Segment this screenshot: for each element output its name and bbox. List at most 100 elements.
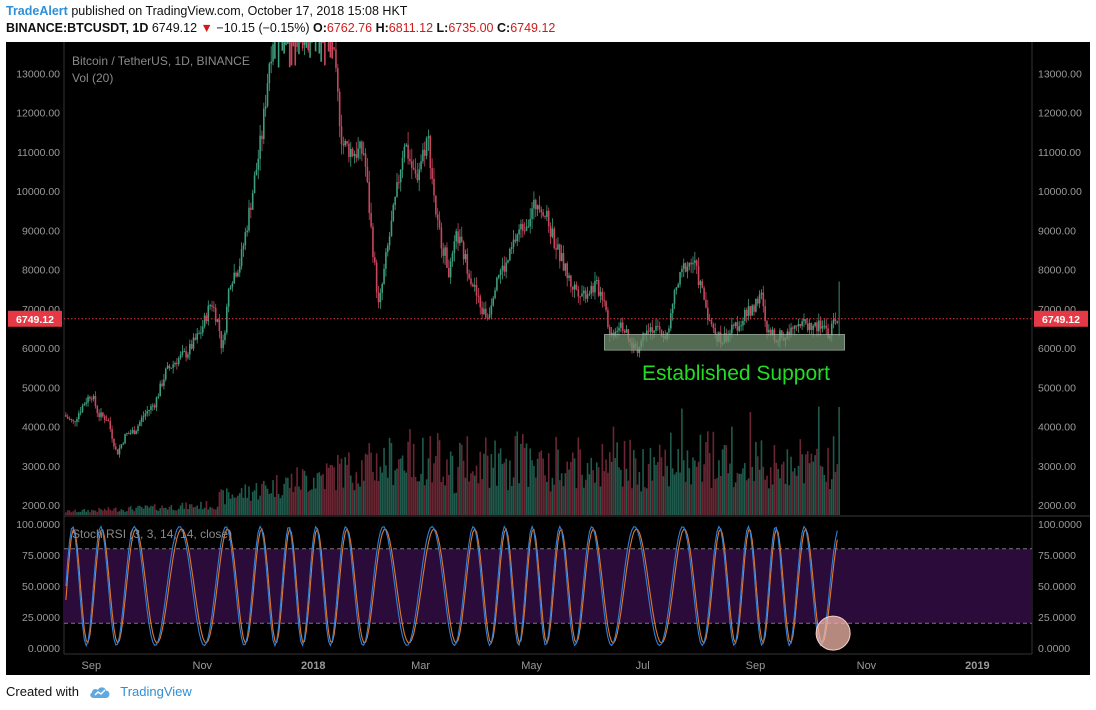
- candle-body: [621, 322, 624, 331]
- candle-body: [705, 299, 707, 308]
- candle-body: [362, 153, 365, 155]
- candle-body: [768, 329, 770, 333]
- candle-body: [466, 254, 469, 274]
- volume-bar: [292, 491, 295, 515]
- candle-body: [183, 351, 186, 353]
- volume-bar: [466, 436, 469, 515]
- volume-bar: [531, 460, 533, 515]
- volume-bar: [605, 459, 607, 515]
- candle-body: [403, 146, 406, 158]
- volume-bar: [83, 508, 86, 515]
- volume-bar: [494, 440, 496, 515]
- candle-body: [383, 268, 385, 284]
- volume-bar: [340, 458, 343, 515]
- candle-body: [823, 325, 826, 327]
- volume-bar: [144, 505, 147, 515]
- volume-bar: [497, 453, 500, 515]
- candle-body: [85, 402, 87, 405]
- volume-bar: [366, 454, 369, 515]
- volume-bar: [115, 507, 117, 515]
- candle-body: [472, 284, 474, 287]
- volume-bar: [553, 484, 556, 515]
- volume-bar: [788, 485, 790, 515]
- candle-body: [250, 207, 252, 210]
- volume-bar: [645, 488, 648, 515]
- rsi-band-fill: [64, 548, 1032, 624]
- candle-body: [374, 257, 376, 263]
- volume-bar: [801, 454, 803, 515]
- candle-body: [559, 244, 561, 262]
- volume-bar: [660, 457, 663, 515]
- volume-bar: [388, 437, 391, 515]
- candle-body: [660, 329, 663, 337]
- chart-frame[interactable]: 2000.00 2000.00 3000.00 3000.00 4000.00 4000.…: [6, 42, 1090, 675]
- candle-body: [309, 42, 311, 58]
- publisher-link[interactable]: TradeAlert: [6, 4, 68, 18]
- candle-body: [218, 319, 221, 332]
- volume-bar: [362, 480, 365, 515]
- volume-bar: [758, 469, 761, 515]
- candle-body: [420, 161, 422, 170]
- candle-body: [542, 212, 544, 216]
- price-badge-right: 6749.12: [1042, 314, 1080, 326]
- volume-bar: [72, 511, 75, 515]
- candle-body: [81, 405, 84, 413]
- candle-body: [124, 434, 126, 444]
- candle-body: [203, 315, 206, 327]
- volume-bar: [795, 475, 798, 515]
- candle-body: [649, 327, 652, 332]
- volume-bar: [832, 436, 835, 515]
- volume-bar: [425, 479, 428, 515]
- volume-bar: [324, 488, 326, 515]
- ohlc-line: BINANCE:BTCUSDT, 1D 6749.12 ▼ −10.15 (−0…: [6, 21, 555, 35]
- volume-bar: [546, 481, 548, 515]
- chart-svg[interactable]: 2000.00 2000.00 3000.00 3000.00 4000.00 4000.…: [6, 42, 1090, 675]
- axes: 2000.00 2000.00 3000.00 3000.00 4000.00 4000.…: [16, 68, 1082, 672]
- volume-bar: [684, 481, 687, 515]
- candle-body: [129, 432, 132, 434]
- volume-bar: [712, 431, 715, 515]
- x-tick-4: May: [521, 660, 542, 672]
- candle-body: [105, 419, 108, 421]
- candle-body: [448, 267, 450, 278]
- candle-body: [681, 268, 683, 273]
- candle-body: [764, 306, 766, 322]
- candle-body: [451, 253, 454, 262]
- candle-body: [832, 319, 835, 324]
- candle-body: [418, 169, 420, 181]
- price-tick-left-3: 5000.00: [22, 382, 60, 394]
- volume-bar: [368, 443, 371, 515]
- candle-body: [734, 322, 737, 326]
- volume-bar: [823, 474, 826, 515]
- volume-bar: [516, 431, 519, 515]
- tradingview-link[interactable]: TradingView: [120, 684, 192, 699]
- volume-bar: [379, 466, 382, 515]
- candle-body: [686, 266, 689, 272]
- volume-bar: [490, 453, 493, 515]
- candle-body: [407, 144, 409, 159]
- volume-bar: [166, 509, 169, 515]
- volume-bar: [699, 434, 702, 515]
- candle-body: [464, 254, 467, 260]
- volume-bar: [486, 455, 489, 515]
- volume-bar: [403, 470, 406, 515]
- volume-bar: [224, 504, 226, 515]
- volume-bar: [396, 468, 398, 515]
- volume-bar: [507, 490, 509, 515]
- price-tick-left-1: 3000.00: [22, 461, 60, 473]
- x-tick-2: 2018: [301, 660, 325, 672]
- volume-bar: [327, 467, 330, 515]
- candle-body: [459, 236, 461, 244]
- volume-bar: [285, 477, 287, 515]
- volume-bar: [170, 505, 173, 515]
- volume-bar: [375, 453, 378, 515]
- candle-body: [803, 319, 805, 322]
- candle-body: [496, 277, 498, 291]
- candle-body: [142, 416, 145, 418]
- volume-bar: [701, 481, 704, 515]
- volume-bar: [120, 509, 123, 515]
- candle-body: [805, 319, 807, 324]
- volume-bar: [525, 443, 528, 515]
- candle-body: [671, 303, 674, 314]
- volume-bar: [448, 474, 450, 515]
